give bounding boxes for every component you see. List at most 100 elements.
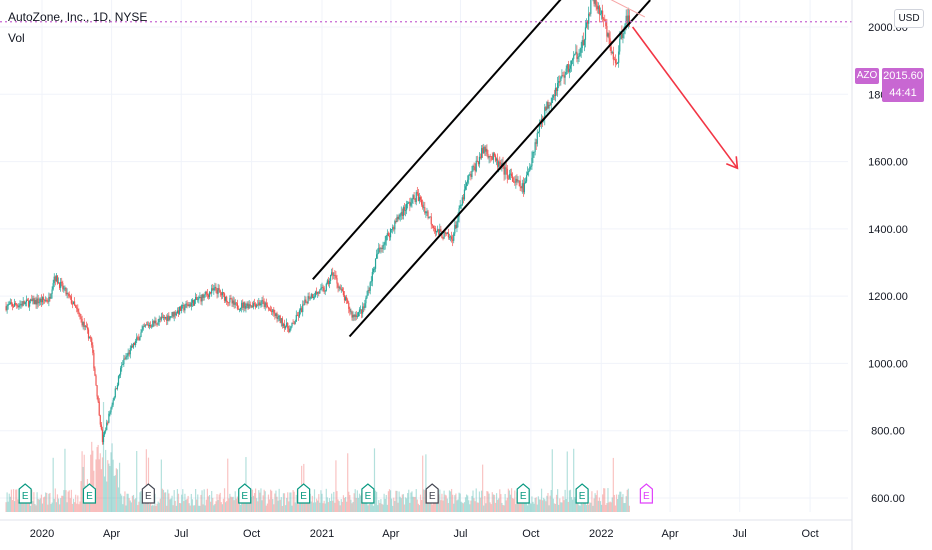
- volume-bar: [324, 503, 326, 512]
- volume-bar: [494, 502, 497, 512]
- earnings-marker[interactable]: E: [425, 483, 439, 504]
- y-tick-label: 600.00: [871, 493, 905, 505]
- volume-bar: [67, 491, 69, 512]
- candle-body: [253, 303, 256, 305]
- candle-body: [483, 146, 485, 154]
- candle-body: [23, 301, 25, 305]
- volume-bar: [422, 455, 424, 512]
- candle-body: [12, 306, 15, 308]
- volume-bar: [492, 494, 494, 512]
- volume-bar: [131, 495, 134, 512]
- candle-body: [9, 302, 11, 305]
- candle-body: [73, 301, 76, 306]
- volume-bar: [35, 505, 37, 512]
- candle-body: [303, 304, 305, 306]
- volume-bar: [385, 494, 387, 512]
- volume-bar: [117, 487, 120, 512]
- volume-bar: [504, 493, 506, 512]
- candle-body: [381, 248, 383, 249]
- drawings[interactable]: [0, 0, 852, 338]
- candle-body: [458, 208, 460, 217]
- candle-body: [52, 283, 54, 290]
- volume-bar: [415, 489, 417, 512]
- volume-bar: [558, 504, 560, 512]
- candle-body: [288, 328, 290, 333]
- candle-body: [377, 253, 379, 255]
- candle-body: [618, 51, 620, 63]
- volume-indicator-label[interactable]: Vol: [8, 31, 25, 45]
- earnings-marker[interactable]: E: [575, 483, 589, 504]
- volume-bar: [272, 499, 274, 512]
- candle-body: [101, 429, 104, 443]
- candle-body: [331, 272, 333, 276]
- volume-bar: [72, 498, 75, 512]
- volume-bar: [128, 498, 130, 512]
- candle-body: [594, 0, 596, 4]
- volume-bar: [250, 497, 252, 512]
- candle-body: [60, 281, 62, 288]
- candle-body: [16, 304, 18, 306]
- earnings-marker[interactable]: E: [238, 483, 252, 504]
- candle-body: [5, 306, 7, 311]
- volume-bar: [215, 501, 217, 512]
- volume-bar: [450, 488, 453, 512]
- volume-bar: [252, 495, 255, 512]
- volume-bar: [368, 504, 370, 512]
- volume-bar: [590, 502, 592, 512]
- earnings-marker[interactable]: E: [18, 483, 32, 504]
- candle-body: [195, 297, 197, 300]
- volume-bar: [399, 496, 401, 512]
- volume-bar: [99, 453, 101, 512]
- candle-body: [436, 231, 438, 233]
- volume-bar: [611, 497, 613, 512]
- volume-bar: [535, 497, 537, 512]
- candle-body: [158, 318, 160, 323]
- volume-bar: [171, 495, 173, 512]
- volume-bar: [500, 494, 502, 512]
- volume-bar: [197, 494, 199, 512]
- candle-body: [302, 304, 304, 313]
- candle-body: [144, 324, 146, 327]
- volume-bar: [393, 497, 395, 512]
- candle-body: [437, 229, 439, 232]
- volume-bar: [340, 499, 342, 512]
- candle-body: [624, 23, 626, 28]
- candle-body: [347, 300, 349, 303]
- candle-body: [192, 299, 195, 306]
- candle-body: [143, 326, 145, 328]
- volume-bar: [499, 489, 501, 512]
- volume-bar: [199, 505, 201, 512]
- earnings-marker[interactable]: E: [639, 483, 653, 504]
- candle-body: [212, 288, 214, 291]
- candle-body: [87, 329, 90, 339]
- volume-bar: [69, 498, 71, 512]
- volume-bar: [279, 499, 281, 512]
- volume-bar: [153, 505, 155, 512]
- candle-body: [580, 48, 582, 53]
- candle-body: [187, 304, 189, 307]
- volume-bar: [374, 490, 377, 512]
- earnings-marker[interactable]: E: [297, 483, 311, 504]
- earnings-marker[interactable]: E: [361, 483, 375, 504]
- candle-body: [419, 197, 422, 200]
- volume-bar: [510, 488, 513, 512]
- earnings-marker[interactable]: E: [82, 483, 97, 504]
- volume-bar: [626, 489, 628, 512]
- currency-button[interactable]: USD: [894, 9, 924, 28]
- volume-bar: [177, 493, 180, 512]
- volume-bar: [283, 493, 286, 512]
- earnings-marker[interactable]: E: [516, 483, 530, 504]
- candle-body: [510, 173, 513, 177]
- volume-bar: [537, 496, 539, 512]
- candle-body: [167, 315, 169, 321]
- candle-body: [67, 292, 69, 294]
- volume-bar: [467, 495, 469, 512]
- earnings-marker[interactable]: E: [141, 483, 155, 504]
- volume-bar: [482, 464, 484, 512]
- volume-bar: [57, 498, 60, 512]
- volume-bar: [107, 460, 109, 512]
- candle-body: [334, 274, 336, 276]
- candle-body: [514, 181, 516, 183]
